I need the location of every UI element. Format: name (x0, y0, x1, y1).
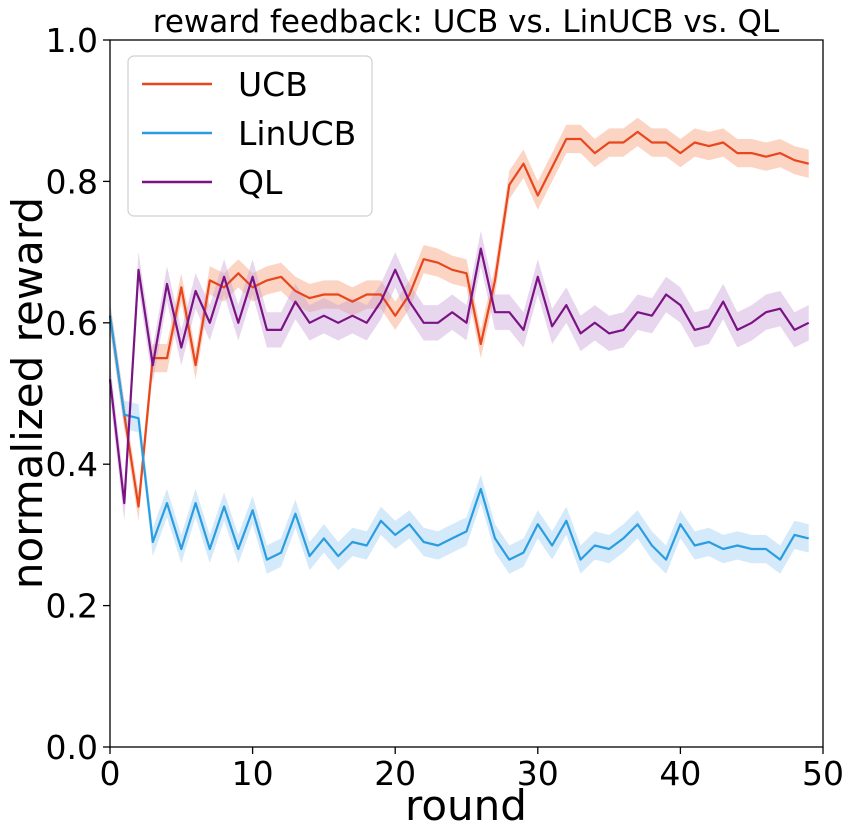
legend: UCB LinUCB QL (127, 55, 373, 217)
x-tick-label: 0 (100, 754, 121, 793)
legend-label-linucb: LinUCB (238, 114, 356, 153)
band-ql (110, 230, 809, 521)
series-lines (108, 130, 810, 561)
legend-box (127, 55, 373, 217)
y-tick-label: 0.4 (46, 445, 98, 484)
x-tick-label: 10 (232, 754, 274, 793)
x-tick-label: 20 (374, 754, 416, 793)
y-tick-label: 0.2 (46, 587, 98, 626)
x-axis-title: round (405, 781, 527, 830)
y-tick-label: 0.0 (46, 728, 98, 767)
y-tick-label: 1.0 (46, 21, 98, 60)
series-line-ql (108, 247, 810, 505)
y-tick-label: 0.8 (46, 162, 98, 201)
x-tick-label: 50 (802, 754, 844, 793)
band-ucb (110, 117, 809, 521)
plot-area-frame (109, 39, 824, 748)
axis-ticks: 0 10 20 30 40 50 0.0 0.2 0.4 0.6 0.8 1.0 (46, 21, 844, 793)
x-tick-label: 30 (517, 754, 559, 793)
legend-label-ucb: UCB (238, 65, 308, 104)
x-tick-label: 40 (659, 754, 701, 793)
series-line-linucb (108, 315, 809, 561)
y-tick-label: 0.6 (46, 304, 98, 343)
legend-label-ql: QL (238, 163, 283, 202)
chart-title: reward feedback: UCB vs. LinUCB vs. QL (153, 4, 780, 40)
y-axis-title: normalized reward (3, 197, 52, 589)
